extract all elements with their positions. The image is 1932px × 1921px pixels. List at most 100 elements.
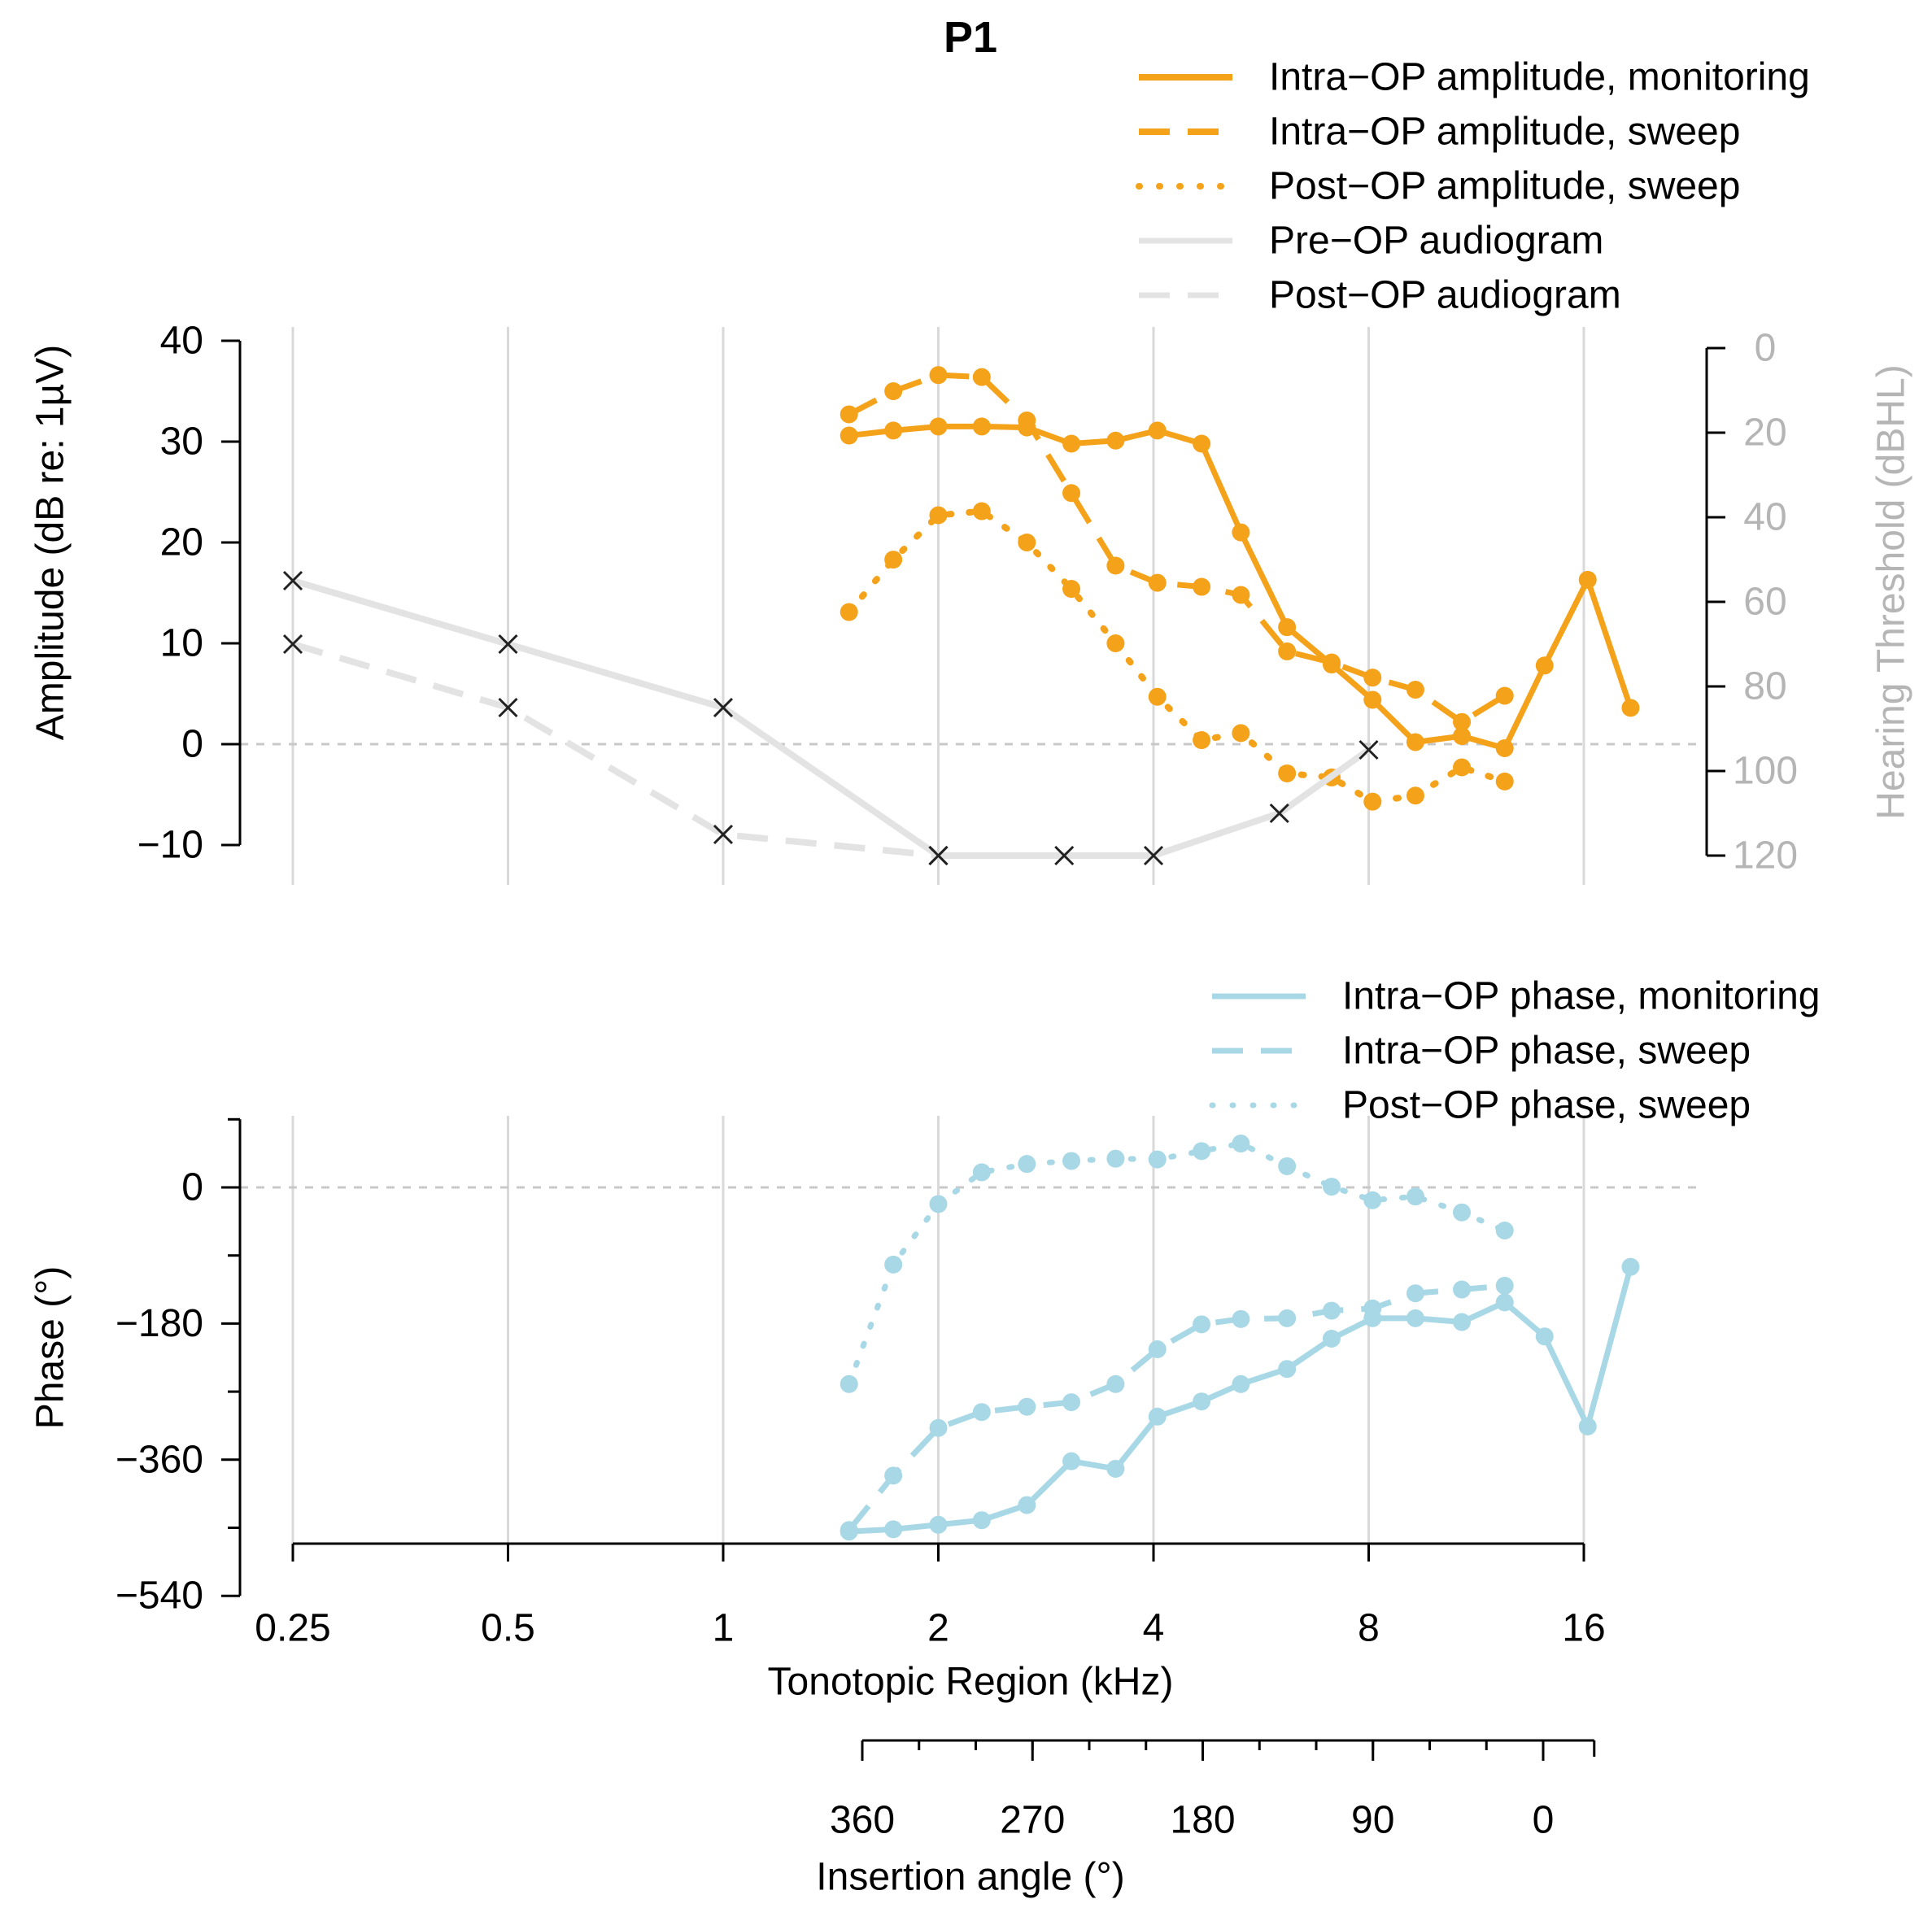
chart-title: P1 (944, 13, 997, 62)
legend-label: Pre−OP audiogram (1269, 220, 1603, 263)
data-point (1232, 586, 1250, 604)
data-point (1406, 733, 1424, 751)
data-point (840, 1374, 858, 1393)
data-point (1621, 1257, 1640, 1276)
data-point (972, 1511, 991, 1530)
y-axis-title-phase: Phase (°) (29, 1266, 72, 1430)
data-point (1363, 792, 1382, 811)
data-point (929, 366, 948, 385)
data-point (1062, 484, 1081, 503)
data-point (972, 417, 991, 436)
data-point (1363, 1299, 1382, 1318)
series-post-op-amplitude-sweep (840, 502, 1514, 811)
data-point (884, 551, 903, 569)
x-tick-label: 8 (1358, 1607, 1380, 1650)
data-point (1062, 1393, 1081, 1412)
y-tick-label: 0 (181, 723, 203, 766)
y-tick-label: −360 (116, 1438, 203, 1481)
legend-label: Post−OP phase, sweep (1342, 1084, 1751, 1127)
data-point (1406, 681, 1424, 699)
data-point-x (498, 697, 518, 718)
data-point (1495, 686, 1514, 705)
data-point (1453, 712, 1472, 731)
data-point (884, 1466, 903, 1485)
series-post-op-phase-sweep (840, 1135, 1514, 1393)
data-point-x (928, 845, 949, 866)
series-line (291, 577, 1371, 859)
data-point (1322, 1178, 1341, 1196)
y-tick-label: −180 (116, 1302, 203, 1345)
data-point (1193, 434, 1211, 453)
data-point (1535, 656, 1554, 675)
data-point (1148, 687, 1167, 706)
data-point (1495, 738, 1514, 757)
data-point (1453, 727, 1472, 746)
data-point (972, 502, 991, 521)
data-point (1322, 1330, 1341, 1348)
legend-label: Intra−OP amplitude, sweep (1269, 111, 1740, 154)
data-point (1018, 1496, 1036, 1514)
data-point (1406, 1284, 1424, 1303)
data-point (1106, 556, 1125, 575)
data-point (1578, 1417, 1597, 1435)
data-point (1062, 580, 1081, 599)
data-point (1193, 1315, 1211, 1334)
data-point (1193, 731, 1211, 750)
x-axis-title: Tonotopic Region (kHz) (768, 1661, 1174, 1704)
legend-label: Post−OP audiogram (1269, 274, 1621, 317)
series-post-op-audiogram (282, 634, 949, 866)
data-point (1232, 1309, 1250, 1328)
data-point (1363, 1191, 1382, 1209)
data-point (1018, 534, 1036, 551)
y-tick-label: 0 (181, 1166, 203, 1209)
data-point (1062, 1152, 1081, 1170)
data-point (1232, 1135, 1250, 1153)
x-tick-label: 16 (1562, 1607, 1605, 1650)
data-point-x (713, 824, 734, 845)
data-point (884, 1255, 903, 1274)
data-point (1148, 573, 1167, 592)
y-tick-label: 30 (160, 420, 203, 464)
data-point (1106, 1149, 1125, 1168)
data-point (1453, 1280, 1472, 1299)
data-point-x (282, 634, 303, 655)
amplitude-panel: −10 0 10 20 30 40 Amplitude (dB re: 1µV) 0 20 40 6… (29, 320, 1913, 885)
data-point (1453, 1313, 1472, 1331)
data-point (929, 1515, 948, 1534)
data-point (1278, 764, 1297, 782)
data-point (1322, 1301, 1341, 1320)
data-point-x (1359, 739, 1379, 760)
series-intra-op-phase-sweep (840, 1276, 1514, 1540)
y2-tick-label: 120 (1733, 834, 1798, 878)
data-point (1621, 699, 1640, 717)
data-point (884, 421, 903, 440)
y2-tick-label: 0 (1755, 327, 1777, 370)
data-point (972, 1163, 991, 1182)
data-point (884, 382, 903, 400)
x-tick-label: 0.5 (481, 1607, 535, 1650)
x-tick-label: 4 (1143, 1607, 1165, 1650)
data-point (929, 1195, 948, 1213)
data-point (1363, 669, 1382, 687)
data-point (1278, 1360, 1297, 1379)
angle-tick-label: 270 (1000, 1799, 1065, 1842)
angle-tick-label: 360 (830, 1799, 895, 1842)
data-point (1232, 724, 1250, 743)
data-point (1495, 1276, 1514, 1295)
legend-label: Intra−OP phase, sweep (1342, 1030, 1751, 1073)
angle-tick-label: 0 (1533, 1799, 1555, 1842)
series-line (847, 1283, 1506, 1532)
series-line (291, 641, 939, 859)
series-intra-op-amplitude-sweep (840, 366, 1514, 731)
data-point (1018, 1155, 1036, 1174)
data-point (1148, 1340, 1167, 1359)
y-tick-label: 10 (160, 622, 203, 665)
data-point (929, 417, 948, 436)
data-point (1278, 618, 1297, 637)
series-line (845, 507, 1508, 805)
series-pre-op-audiogram (282, 570, 1379, 866)
y-tick-label: −10 (137, 824, 203, 867)
data-point (1406, 786, 1424, 805)
